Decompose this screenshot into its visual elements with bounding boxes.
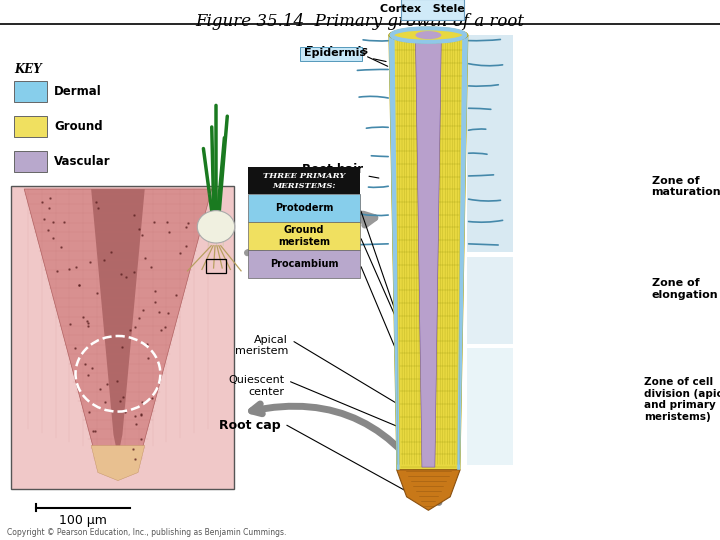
- Text: Copyright © Pearson Education, Inc., publishing as Benjamin Cummings.: Copyright © Pearson Education, Inc., pub…: [7, 528, 287, 537]
- FancyBboxPatch shape: [300, 47, 362, 61]
- FancyBboxPatch shape: [14, 151, 47, 172]
- Text: Epidermis: Epidermis: [306, 46, 386, 62]
- Text: Stele: Stele: [431, 0, 462, 9]
- Text: Dermal: Dermal: [54, 85, 102, 98]
- FancyBboxPatch shape: [248, 194, 360, 222]
- Polygon shape: [415, 35, 441, 467]
- Bar: [206, 259, 226, 273]
- Polygon shape: [457, 35, 468, 470]
- Text: KEY: KEY: [14, 63, 42, 76]
- FancyBboxPatch shape: [248, 222, 360, 250]
- Ellipse shape: [197, 211, 235, 243]
- Text: Ground: Ground: [54, 120, 103, 133]
- Text: Protoderm: Protoderm: [275, 204, 333, 213]
- Text: THREE PRIMARY
MERISTEMS:: THREE PRIMARY MERISTEMS:: [263, 172, 346, 190]
- Text: 100 μm: 100 μm: [59, 514, 107, 527]
- FancyBboxPatch shape: [248, 167, 360, 194]
- Text: Zone of
maturation: Zone of maturation: [652, 176, 720, 197]
- Text: Root cap: Root cap: [219, 418, 281, 431]
- Text: Vascular: Vascular: [54, 155, 111, 168]
- Text: Procambium: Procambium: [270, 259, 338, 269]
- Text: Zone of
elongation: Zone of elongation: [652, 278, 719, 300]
- FancyBboxPatch shape: [14, 116, 47, 137]
- FancyBboxPatch shape: [467, 35, 513, 252]
- Polygon shape: [397, 470, 460, 510]
- Text: Quiescent
center: Quiescent center: [228, 375, 284, 397]
- Polygon shape: [389, 35, 400, 470]
- Polygon shape: [91, 189, 145, 456]
- Ellipse shape: [415, 31, 441, 39]
- Ellipse shape: [389, 27, 468, 43]
- FancyBboxPatch shape: [14, 81, 47, 102]
- Text: Apical
meristem: Apical meristem: [235, 335, 288, 356]
- FancyBboxPatch shape: [248, 250, 360, 278]
- FancyBboxPatch shape: [401, 0, 464, 20]
- Text: Epidermis: Epidermis: [304, 49, 366, 58]
- FancyBboxPatch shape: [11, 186, 234, 489]
- Polygon shape: [91, 446, 145, 481]
- Text: Figure 35.14  Primary growth of a root: Figure 35.14 Primary growth of a root: [196, 14, 524, 30]
- Text: Cortex   Stele: Cortex Stele: [380, 4, 465, 14]
- Text: Cortex: Cortex: [404, 0, 445, 9]
- Text: Zone of cell
division (apical
and primary
meristems): Zone of cell division (apical and primar…: [644, 377, 720, 422]
- Text: Ground
meristem: Ground meristem: [278, 226, 330, 247]
- Text: Root hair: Root hair: [302, 163, 379, 178]
- Polygon shape: [24, 189, 212, 478]
- FancyBboxPatch shape: [467, 257, 513, 344]
- FancyBboxPatch shape: [467, 348, 513, 465]
- Polygon shape: [389, 35, 468, 470]
